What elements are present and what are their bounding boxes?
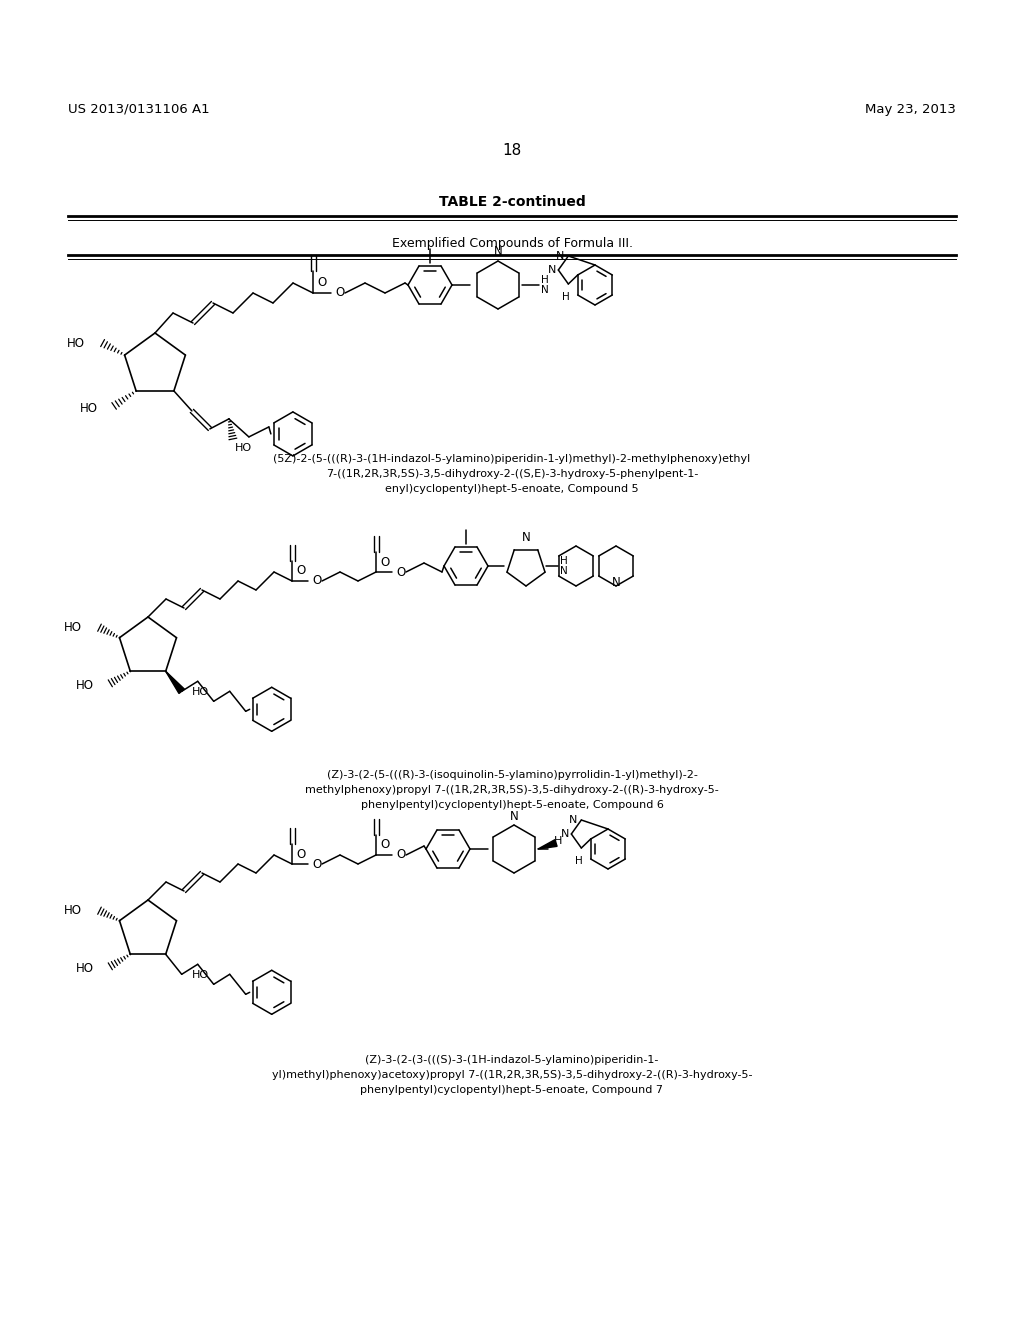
Text: H
N: H N: [541, 276, 549, 294]
Text: H
N: H N: [560, 557, 567, 576]
Text: May 23, 2013: May 23, 2013: [865, 103, 956, 116]
Text: N: N: [611, 576, 621, 589]
Text: HO: HO: [63, 622, 82, 634]
Text: O: O: [317, 276, 327, 289]
Text: N: N: [494, 246, 503, 257]
Text: O: O: [335, 286, 344, 300]
Text: HO: HO: [80, 403, 98, 416]
Text: N: N: [569, 814, 578, 825]
Text: O: O: [296, 565, 305, 578]
Text: N: N: [521, 531, 530, 544]
Text: O: O: [396, 849, 406, 862]
Text: H: H: [575, 855, 584, 866]
Text: HO: HO: [234, 444, 252, 453]
Text: N: N: [510, 810, 518, 822]
Text: N: N: [548, 265, 556, 275]
Text: (Z)-3-(2-(3-(((S)-3-(1H-indazol-5-ylamino)piperidin-1-
yl)methyl)phenoxy)acetoxy: (Z)-3-(2-(3-(((S)-3-(1H-indazol-5-ylamin…: [271, 1055, 753, 1094]
Text: O: O: [312, 858, 322, 870]
Text: HO: HO: [63, 904, 82, 917]
Text: Exemplified Compounds of Formula III.: Exemplified Compounds of Formula III.: [391, 238, 633, 249]
Text: H: H: [562, 292, 570, 302]
Text: (Z)-3-(2-(5-(((R)-3-(isoquinolin-5-ylamino)pyrrolidin-1-yl)methyl)-2-
methylphen: (Z)-3-(2-(5-(((R)-3-(isoquinolin-5-ylami…: [305, 770, 719, 809]
Text: TABLE 2-continued: TABLE 2-continued: [438, 195, 586, 209]
Text: (5Z)-2-(5-(((R)-3-(1H-indazol-5-ylamino)piperidin-1-yl)methyl)-2-methylphenoxy)e: (5Z)-2-(5-(((R)-3-(1H-indazol-5-ylamino)…: [273, 454, 751, 494]
Text: US 2013/0131106 A1: US 2013/0131106 A1: [68, 103, 210, 116]
Polygon shape: [166, 672, 184, 693]
Text: H: H: [554, 836, 562, 846]
Text: N: N: [561, 829, 569, 840]
Text: O: O: [296, 847, 305, 861]
Text: O: O: [396, 565, 406, 578]
Text: HO: HO: [67, 337, 85, 350]
Text: O: O: [380, 838, 389, 851]
Text: HO: HO: [77, 678, 94, 692]
Text: HO: HO: [191, 970, 209, 981]
Text: N: N: [556, 251, 564, 261]
Text: HO: HO: [77, 962, 94, 974]
Text: O: O: [312, 574, 322, 587]
Text: O: O: [380, 556, 389, 569]
Text: HO: HO: [191, 688, 209, 697]
Polygon shape: [538, 840, 557, 849]
Text: 18: 18: [503, 143, 521, 158]
